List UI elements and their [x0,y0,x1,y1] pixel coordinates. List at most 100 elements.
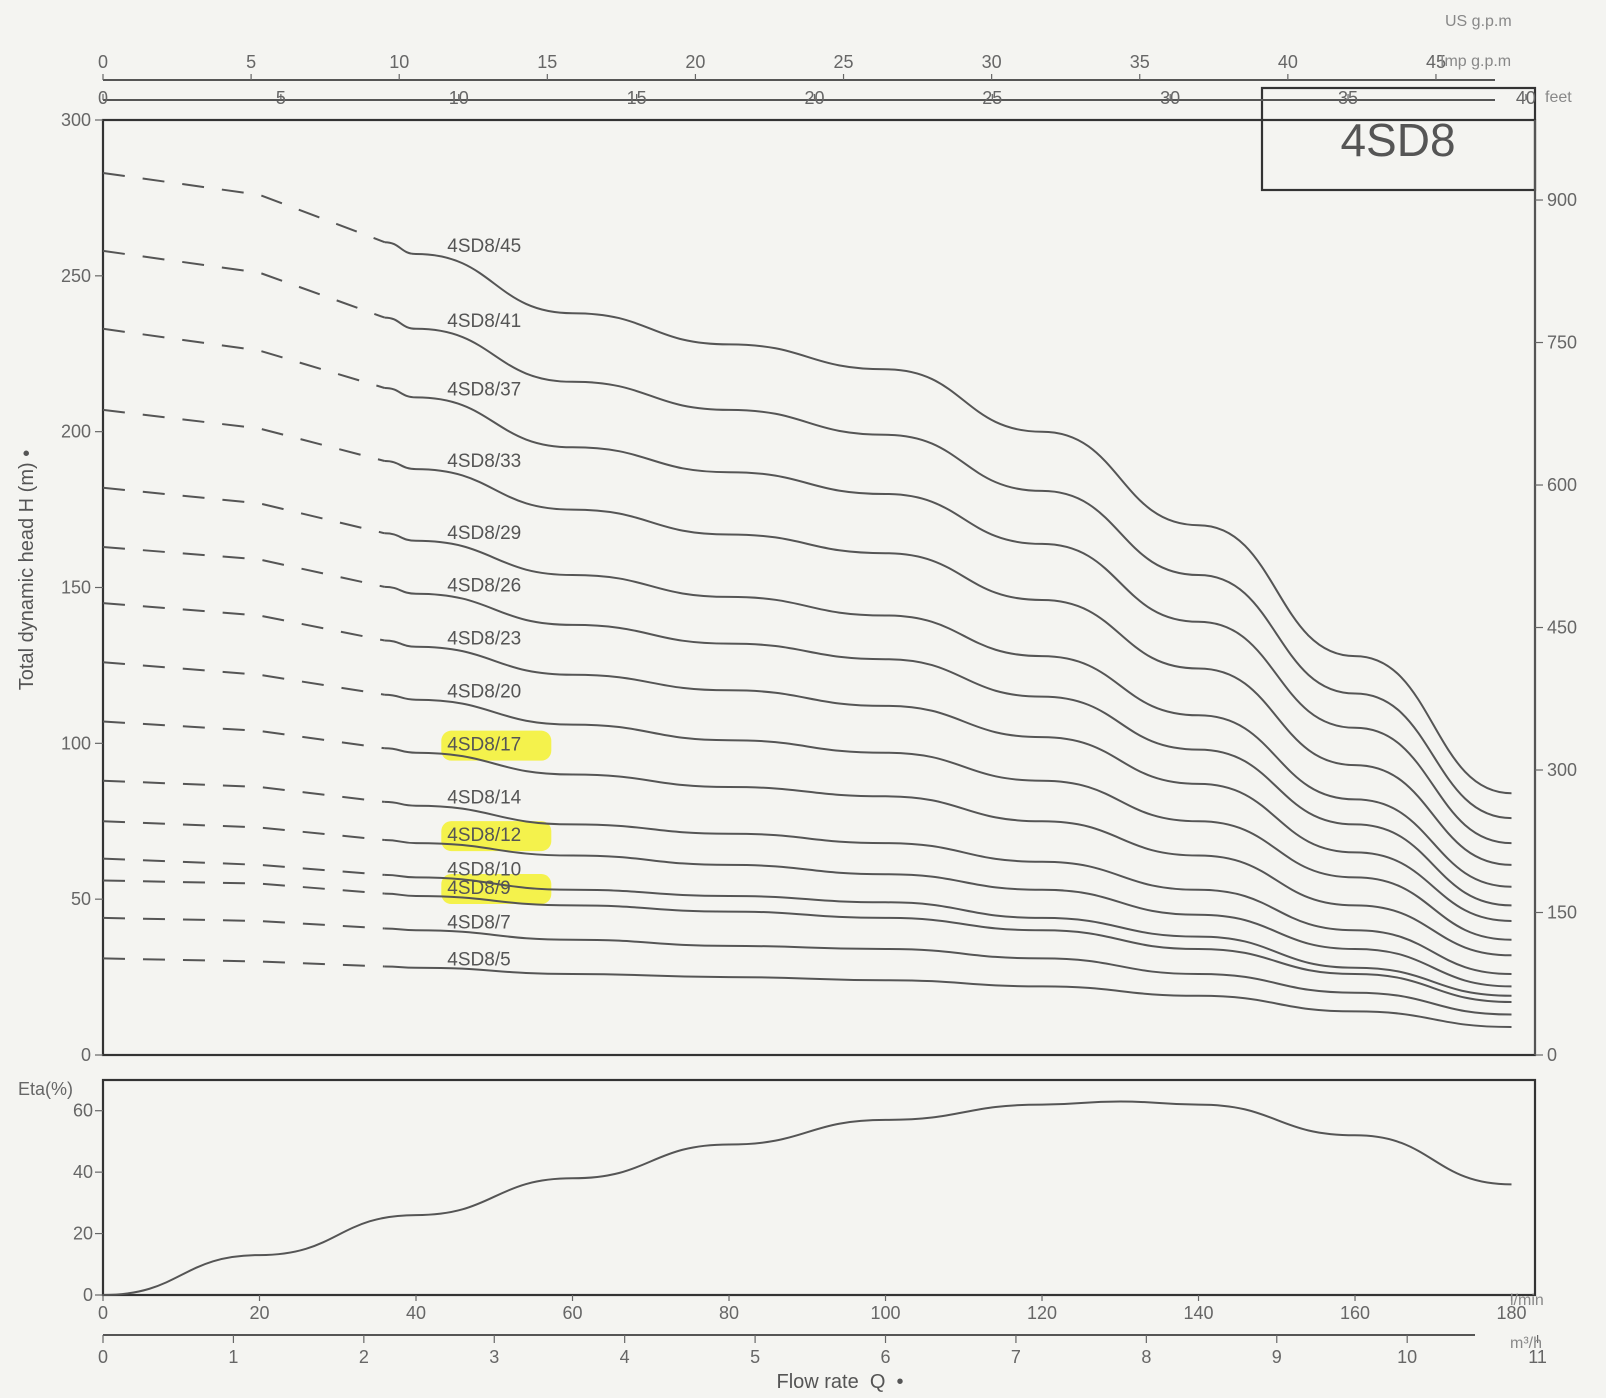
head-curve [384,241,1512,795]
top-axis-tick-label: 20 [804,88,824,108]
m3h-tick-label: 11 [1528,1347,1547,1367]
eta-y-tick-label: 40 [73,1162,93,1182]
top-unit-usgpm: US g.p.m [1445,13,1512,30]
top-axis-tick-label: 15 [537,52,557,72]
curve-label: 4SD8/41 [447,311,521,332]
top-axis-tick-label: 25 [834,52,854,72]
head-curve [384,873,1512,997]
curve-label: 4SD8/33 [447,451,521,472]
y-tick-label: 300 [61,110,91,130]
head-curve [384,747,1512,957]
label-highlight [441,821,552,852]
head-curve-dashed-segment [102,779,385,803]
y-tick-label: 150 [61,578,91,598]
m3h-tick-label: 4 [620,1347,630,1367]
top-axis-tick-label: 30 [1160,88,1180,108]
m3h-tick-label: 6 [881,1347,891,1367]
top-axis-tick-label: 35 [1338,88,1358,108]
head-curve-dashed-segment [102,486,385,535]
curve-label: 4SD8/14 [447,788,521,809]
y2-tick-label: 150 [1547,903,1577,923]
y2-axis-unit: feet [1545,89,1572,106]
y2-tick-label: 600 [1547,475,1577,495]
head-curve [384,927,1512,1016]
head-curve-dashed-segment [102,720,385,750]
head-curve-dashed-segment [102,916,385,930]
head-curve-dashed-segment [102,661,385,696]
x-tick-label: 0 [98,1303,108,1323]
head-curve-dashed-segment [102,249,386,319]
eta-y-tick-label: 0 [83,1285,93,1305]
curve-label: 4SD8/10 [447,859,521,880]
x-tick-label: 180 [1497,1303,1527,1323]
y-axis-title: Total dynamic head H (m) • [16,450,38,690]
head-curve [384,892,1512,1003]
top-axis-tick-label: 35 [1130,52,1150,72]
eta-axis-title: Eta(%) [18,1079,73,1099]
m3h-tick-label: 0 [98,1347,108,1367]
curve-label: 4SD8/5 [447,950,510,971]
x-tick-label: 60 [562,1303,582,1323]
head-curve-dashed-segment [102,408,385,462]
top-axis-tick-label: 0 [98,52,108,72]
m3h-tick-label: 1 [228,1347,238,1367]
x-unit-m3h: m³/h [1510,1335,1542,1352]
head-curve-dashed-segment [102,172,386,244]
head-curve-dashed-segment [102,957,385,968]
head-curve [384,693,1512,941]
curve-label: 4SD8/29 [447,523,521,544]
head-curve [384,387,1512,845]
y-tick-label: 200 [61,422,91,442]
top-axis-tick-label: 10 [449,88,469,108]
eta-curve [102,1100,1512,1296]
y2-tick-label: 450 [1547,618,1577,638]
eta-plot-frame [101,1078,1537,1297]
m3h-tick-label: 5 [750,1347,760,1367]
m3h-tick-label: 8 [1141,1347,1151,1367]
m3h-tick-label: 2 [359,1347,369,1367]
x-tick-label: 80 [719,1303,739,1323]
top-unit-impgpm: Imp g.p.m [1440,53,1511,70]
label-highlight [441,874,552,905]
head-curve-dashed-segment [102,327,385,389]
chart-title: 4SD8 [1340,114,1455,166]
m3h-tick-label: 7 [1011,1347,1021,1367]
curve-label: 4SD8/17 [447,735,521,756]
head-curve [384,316,1512,820]
top-axis-tick-label: 30 [982,52,1002,72]
curve-label: 4SD8/37 [447,379,521,400]
head-curve [384,532,1512,888]
y-tick-label: 250 [61,266,91,286]
m3h-tick-label: 9 [1272,1347,1282,1367]
x-tick-label: 40 [406,1303,426,1323]
x-tick-label: 120 [1027,1303,1057,1323]
head-curve [384,639,1512,922]
head-curve [384,460,1512,866]
top-axis-tick-label: 15 [627,88,647,108]
y2-tick-label: 750 [1547,333,1577,353]
head-curve [384,839,1512,988]
curve-label: 4SD8/23 [447,629,521,650]
eta-y-tick-label: 60 [73,1101,93,1121]
y-tick-label: 100 [61,733,91,753]
y2-tick-label: 900 [1547,190,1577,210]
top-axis-tick-label: 40 [1516,88,1536,108]
head-curve [384,965,1512,1028]
m3h-tick-label: 3 [489,1347,499,1367]
curve-label: 4SD8/20 [447,682,521,703]
y2-tick-label: 0 [1547,1045,1557,1065]
head-curve [384,800,1512,975]
x-axis-title: Flow rate Q • [776,1371,903,1393]
y2-tick-label: 300 [1547,760,1577,780]
top-axis-tick-label: 5 [246,52,256,72]
x-tick-label: 100 [870,1303,900,1323]
m3h-tick-label: 10 [1397,1347,1417,1367]
x-tick-label: 160 [1340,1303,1370,1323]
top-axis-tick-label: 20 [685,52,705,72]
curve-label: 4SD8/7 [447,912,510,933]
top-axis-tick-label: 5 [276,88,286,108]
head-curve-dashed-segment [102,546,385,588]
curve-label: 4SD8/26 [447,576,521,597]
